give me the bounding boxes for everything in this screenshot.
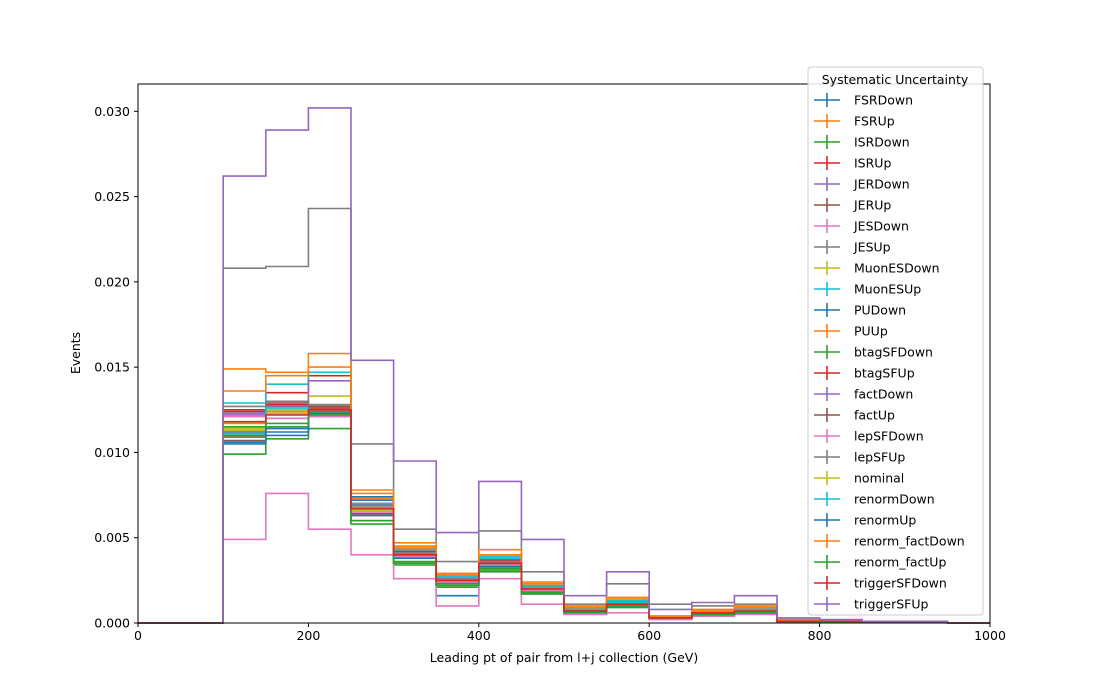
x-tick-label: 400 — [467, 628, 491, 643]
legend-entry-FSRDown: FSRDown — [814, 93, 913, 108]
legend-label: triggerSFUp — [854, 597, 928, 612]
legend-label: renormDown — [854, 492, 935, 507]
x-axis-title: Leading pt of pair from l+j collection (… — [430, 650, 698, 665]
legend-entry-PUDown: PUDown — [814, 303, 906, 318]
legend-entry-renormDown: renormDown — [814, 492, 935, 507]
legend-entries: FSRDown FSRUp ISRDown ISRUp JERDown JERUp JESD… — [814, 93, 965, 612]
legend-entry-triggerSFDown: triggerSFDown — [814, 576, 947, 591]
legend-entry-PUUp: PUUp — [814, 324, 888, 339]
legend-label: renormUp — [854, 513, 916, 528]
legend-label: nominal — [854, 471, 904, 486]
legend-entry-JESDown: JESDown — [814, 219, 909, 234]
x-tick-label: 0 — [134, 628, 142, 643]
legend-title: Systematic Uncertainty — [822, 72, 969, 87]
legend-label: btagSFDown — [854, 345, 933, 360]
legend-entry-renormUp: renormUp — [814, 513, 916, 528]
x-tick-label: 800 — [808, 628, 832, 643]
legend-label: JESUp — [853, 240, 891, 255]
legend-entry-btagSFUp: btagSFUp — [814, 366, 915, 381]
legend-label: JERDown — [853, 177, 910, 192]
legend-entry-MuonESUp: MuonESUp — [814, 282, 921, 297]
legend-entry-ISRUp: ISRUp — [814, 156, 891, 171]
y-axis-title: Events — [68, 332, 83, 374]
legend-entry-renorm_factUp: renorm_factUp — [814, 555, 946, 570]
y-tick-label: 0.015 — [94, 360, 130, 375]
legend-label: MuonESUp — [854, 282, 921, 297]
legend-entry-ISRDown: ISRDown — [814, 135, 910, 150]
legend-entry-lepSFDown: lepSFDown — [814, 429, 924, 444]
legend-label: MuonESDown — [854, 261, 940, 276]
legend-entry-JERDown: JERDown — [814, 177, 910, 192]
plot-frame — [137, 83, 991, 624]
legend-entry-factUp: factUp — [814, 408, 895, 423]
ticks-layer: 0 200 400 600 800 1000 0.000 0.005 0.010 0.015 0.0… — [94, 104, 1006, 643]
legend-label: btagSFUp — [854, 366, 915, 381]
legend-entry-nominal: nominal — [814, 471, 904, 486]
legend-label: ISRDown — [854, 135, 910, 150]
legend-label: JESDown — [853, 219, 909, 234]
x-tick-label: 600 — [637, 628, 661, 643]
y-tick-label: 0.025 — [94, 189, 130, 204]
legend-entry-JESUp: JESUp — [814, 240, 891, 255]
series-layer — [138, 107, 990, 624]
legend-entry-btagSFDown: btagSFDown — [814, 345, 933, 360]
legend-entry-renorm_factDown: renorm_factDown — [814, 534, 965, 549]
legend-label: triggerSFDown — [854, 576, 947, 591]
y-tick-label: 0.010 — [94, 445, 130, 460]
x-tick-label: 200 — [296, 628, 320, 643]
legend-label: PUDown — [854, 303, 906, 318]
x-tick-label: 1000 — [974, 628, 1006, 643]
legend-label: lepSFDown — [854, 429, 924, 444]
legend-label: FSRUp — [854, 114, 895, 129]
legend-label: ISRUp — [854, 156, 891, 171]
legend-entry-FSRUp: FSRUp — [814, 114, 895, 129]
legend-label: lepSFUp — [854, 450, 905, 465]
legend-entry-MuonESDown: MuonESDown — [814, 261, 940, 276]
legend-label: JERUp — [853, 198, 891, 213]
series-step-triggerSFUp — [138, 107, 990, 624]
legend-label: renorm_factUp — [854, 555, 946, 570]
legend-entry-triggerSFUp: triggerSFUp — [814, 597, 928, 612]
legend-label: PUUp — [854, 324, 888, 339]
legend-label: renorm_factDown — [854, 534, 965, 549]
legend-box — [807, 66, 984, 616]
y-tick-label: 0.020 — [94, 274, 130, 289]
legend: Systematic Uncertainty FSRDown FSRUp ISRDo… — [807, 66, 984, 616]
y-tick-label: 0.005 — [94, 530, 130, 545]
legend-entry-JERUp: JERUp — [814, 198, 891, 213]
y-tick-label: 0.000 — [94, 616, 130, 631]
legend-label: factUp — [854, 408, 895, 423]
legend-label: FSRDown — [854, 93, 913, 108]
legend-entry-lepSFUp: lepSFUp — [814, 450, 905, 465]
legend-entry-factDown: factDown — [814, 387, 913, 402]
y-tick-label: 0.030 — [94, 104, 130, 119]
series-step-triggerSFDown — [138, 409, 990, 624]
legend-label: factDown — [854, 387, 913, 402]
